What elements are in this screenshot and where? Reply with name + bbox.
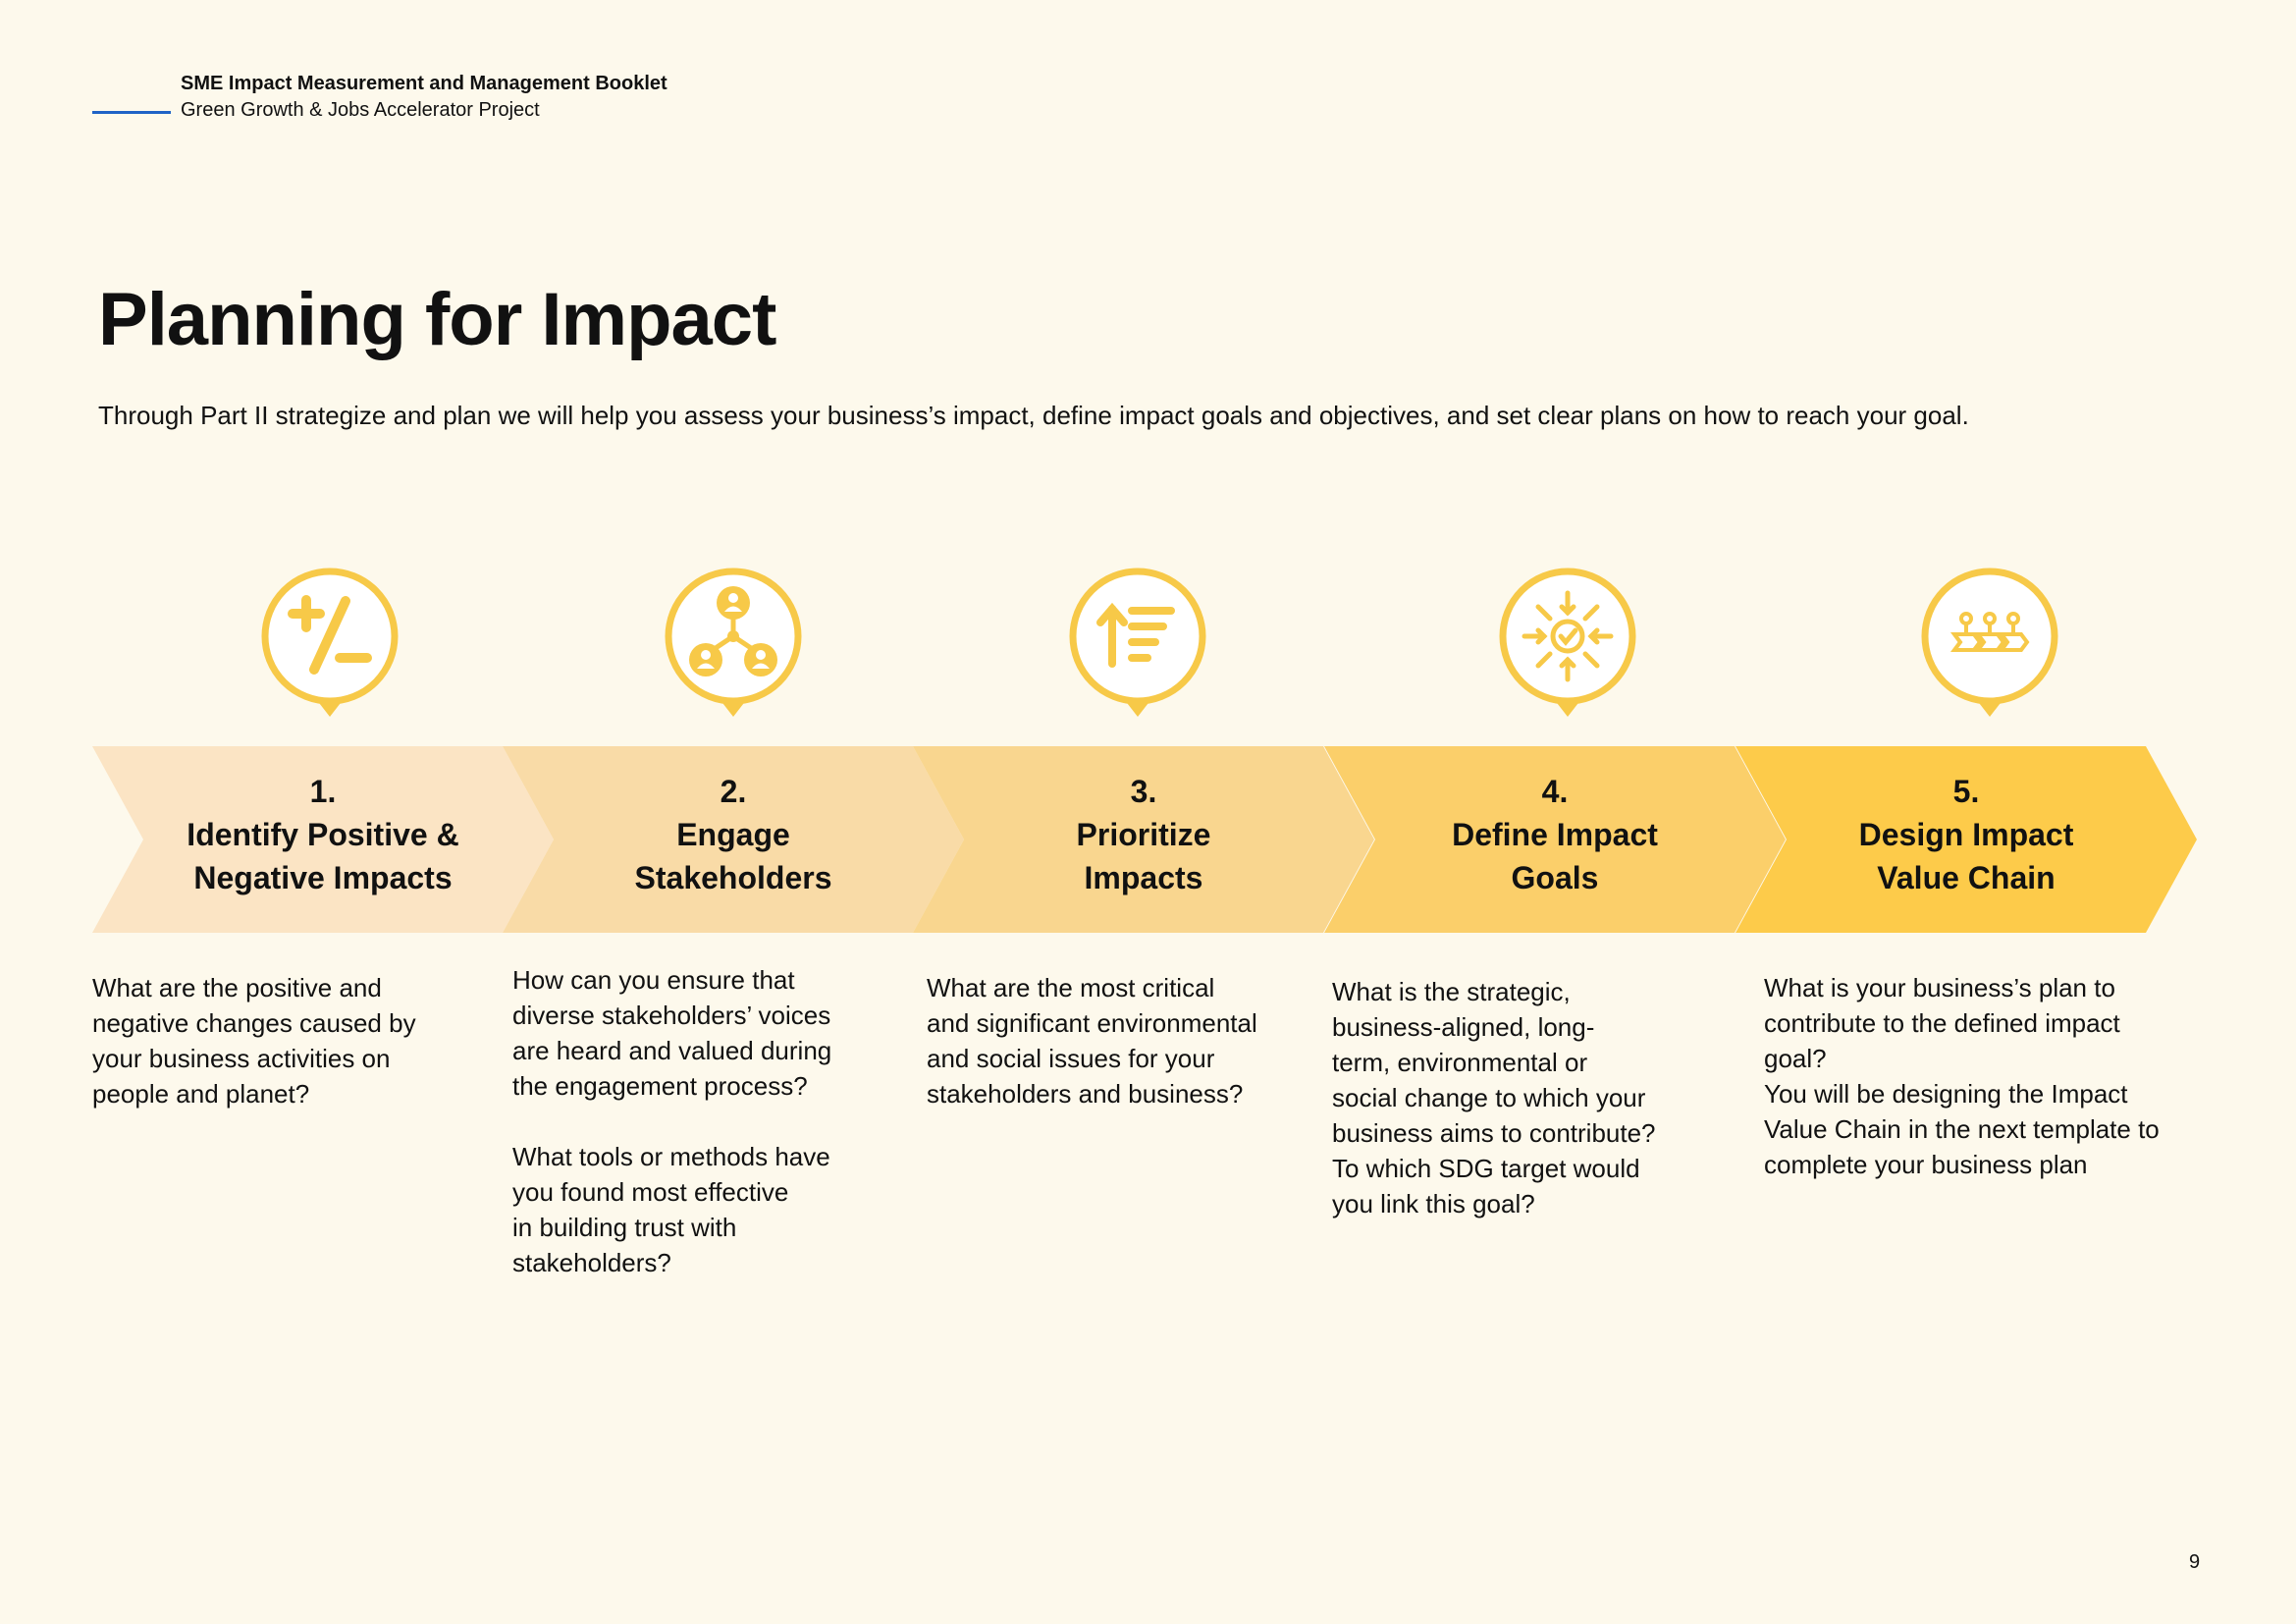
step-3-title-line1: Prioritize [1076, 817, 1211, 852]
step-4-description: What is the strategic, business-aligned,… [1332, 977, 1656, 1218]
sort-priority-icon [1067, 568, 1208, 725]
step-2-chevron: 2. Engage Stakeholders [503, 746, 964, 933]
step-4-title-line2: Goals [1511, 860, 1599, 895]
step-5-title-line1: Design Impact [1858, 817, 2074, 852]
step-3-chevron: 3. Prioritize Impacts [913, 746, 1374, 933]
step-3-label: 3. Prioritize Impacts [913, 770, 1374, 899]
step-2-title-line1: Engage [676, 817, 790, 852]
step-5-chevron: 5. Design Impact Value Chain [1735, 746, 2197, 933]
step-4-title-line1: Define Impact [1452, 817, 1658, 852]
step-2-description: How can you ensure that diverse stakehol… [512, 965, 832, 1277]
booklet-title: SME Impact Measurement and Management Bo… [181, 73, 667, 94]
step-3-number: 3. [1130, 774, 1157, 809]
value-chain-icon [1919, 568, 2060, 725]
step-5-label: 5. Design Impact Value Chain [1735, 770, 2197, 899]
target-check-icon [1497, 568, 1638, 725]
stakeholders-network-icon [663, 568, 804, 725]
step-5-title-line2: Value Chain [1877, 860, 2056, 895]
step-4-number: 4. [1541, 774, 1569, 809]
step-1-description: What are the positive and negative chang… [92, 973, 416, 1109]
step-1-title-line1: Identify Positive & [187, 817, 459, 852]
step-4-label: 4. Define Impact Goals [1324, 770, 1786, 899]
step-2-title-line2: Stakeholders [634, 860, 832, 895]
step-5-description: What is your business’s plan to contribu… [1764, 973, 2160, 1179]
step-1-number: 1. [309, 774, 337, 809]
step-1-label: 1. Identify Positive & Negative Impacts [92, 770, 554, 899]
step-2-label: 2. Engage Stakeholders [503, 770, 964, 899]
page-number: 9 [2189, 1551, 2201, 1573]
step-3-title-line2: Impacts [1084, 860, 1203, 895]
page-title: Planning for Impact [98, 278, 776, 361]
intro-text: Through Part II strategize and plan we w… [98, 401, 1969, 430]
step-1-title-line2: Negative Impacts [193, 860, 453, 895]
plus-minus-icon [259, 568, 400, 725]
project-subtitle: Green Growth & Jobs Accelerator Project [181, 99, 540, 121]
step-5-number: 5. [1952, 774, 1980, 809]
header-accent-line [92, 111, 171, 114]
step-2-number: 2. [720, 774, 747, 809]
step-1-chevron: 1. Identify Positive & Negative Impacts [92, 746, 554, 933]
step-3-description: What are the most critical and significa… [927, 973, 1257, 1109]
step-4-chevron: 4. Define Impact Goals [1324, 746, 1786, 933]
